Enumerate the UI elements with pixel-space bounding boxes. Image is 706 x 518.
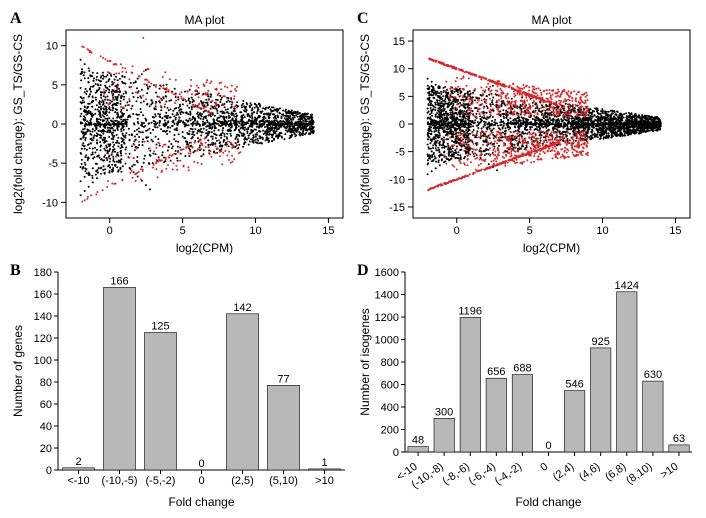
svg-text:5: 5 xyxy=(180,225,186,237)
svg-text:10: 10 xyxy=(46,41,58,53)
panel-b-letter: B xyxy=(10,262,21,280)
panel-d: D 0200400600800100012001400160048<-10300… xyxy=(355,260,700,510)
svg-text:MA plot: MA plot xyxy=(531,13,572,27)
panel-a: A MA plot 0 5 10 15 -10 -5 0 5 10 log2(CPM) log2(fo… xyxy=(8,8,353,258)
panel-a-letter: A xyxy=(10,10,22,28)
svg-text:15: 15 xyxy=(322,225,334,237)
svg-text:MA plot: MA plot xyxy=(184,13,225,27)
svg-text:-15: -15 xyxy=(389,202,405,214)
svg-text:15: 15 xyxy=(393,36,405,48)
svg-text:5: 5 xyxy=(399,91,405,103)
svg-text:5: 5 xyxy=(52,80,58,92)
panel-d-svg: 0200400600800100012001400160048<-10300(-… xyxy=(355,260,700,510)
panel-d-letter: D xyxy=(357,262,369,280)
svg-text:0: 0 xyxy=(454,225,460,237)
svg-text:-10: -10 xyxy=(42,197,58,209)
panel-b-svg: 0204060801001201401601802<-10166(-10,-5)… xyxy=(8,260,353,510)
svg-text:log2(fold change): GS_TS/GS-CS: log2(fold change): GS_TS/GS-CS xyxy=(358,34,372,214)
svg-text:0: 0 xyxy=(107,225,113,237)
svg-text:0: 0 xyxy=(399,119,405,131)
svg-text:log2(CPM): log2(CPM) xyxy=(176,241,233,255)
svg-text:-10: -10 xyxy=(389,174,405,186)
svg-text:15: 15 xyxy=(669,225,681,237)
panel-c: C MA plot 0 5 10 15 -15 -10 -5 0 5 10 15 log2(CPM) lo… xyxy=(355,8,700,258)
svg-text:5: 5 xyxy=(527,225,533,237)
panel-c-letter: C xyxy=(357,10,369,28)
svg-text:log2(fold change): GS_TS/GS-CS: log2(fold change): GS_TS/GS-CS xyxy=(11,34,25,214)
svg-text:-5: -5 xyxy=(395,147,405,159)
svg-text:-5: -5 xyxy=(48,158,58,170)
svg-text:10: 10 xyxy=(249,225,261,237)
panel-b: B 0204060801001201401601802<-10166(-10,-… xyxy=(8,260,353,510)
panel-a-svg: MA plot 0 5 10 15 -10 -5 0 5 10 log2(CPM) log2(fold… xyxy=(8,8,353,258)
svg-text:log2(CPM): log2(CPM) xyxy=(523,241,580,255)
svg-text:0: 0 xyxy=(52,119,58,131)
svg-text:10: 10 xyxy=(596,225,608,237)
panel-c-svg: MA plot 0 5 10 15 -15 -10 -5 0 5 10 15 log2(CPM) log2… xyxy=(355,8,700,258)
svg-text:10: 10 xyxy=(393,64,405,76)
figure-grid: A MA plot 0 5 10 15 -10 -5 0 5 10 log2(CPM) log2(fo… xyxy=(8,8,698,510)
